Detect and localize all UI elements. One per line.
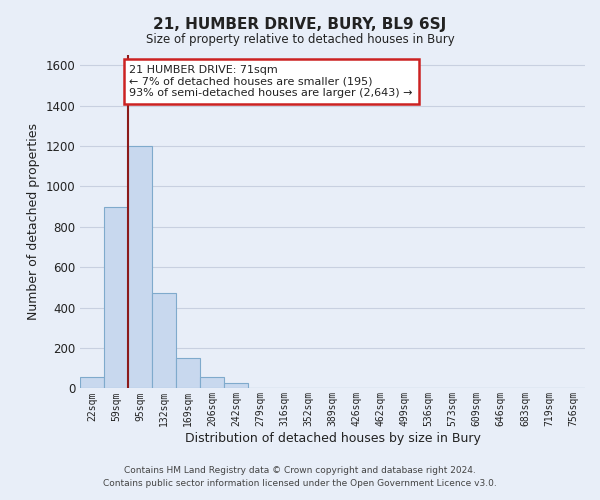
Text: 21 HUMBER DRIVE: 71sqm
← 7% of detached houses are smaller (195)
93% of semi-det: 21 HUMBER DRIVE: 71sqm ← 7% of detached …: [130, 65, 413, 98]
Bar: [80, 378, 104, 388]
Bar: [104, 206, 128, 388]
Text: 21, HUMBER DRIVE, BURY, BL9 6SJ: 21, HUMBER DRIVE, BURY, BL9 6SJ: [154, 18, 446, 32]
X-axis label: Distribution of detached houses by size in Bury: Distribution of detached houses by size …: [185, 432, 481, 445]
Text: Size of property relative to detached houses in Bury: Size of property relative to detached ho…: [146, 32, 454, 46]
Bar: [176, 358, 200, 388]
Text: Contains HM Land Registry data © Crown copyright and database right 2024.
Contai: Contains HM Land Registry data © Crown c…: [103, 466, 497, 487]
Bar: [200, 377, 224, 388]
Bar: [152, 294, 176, 388]
Bar: [128, 146, 152, 388]
Y-axis label: Number of detached properties: Number of detached properties: [27, 123, 40, 320]
Bar: [224, 383, 248, 388]
